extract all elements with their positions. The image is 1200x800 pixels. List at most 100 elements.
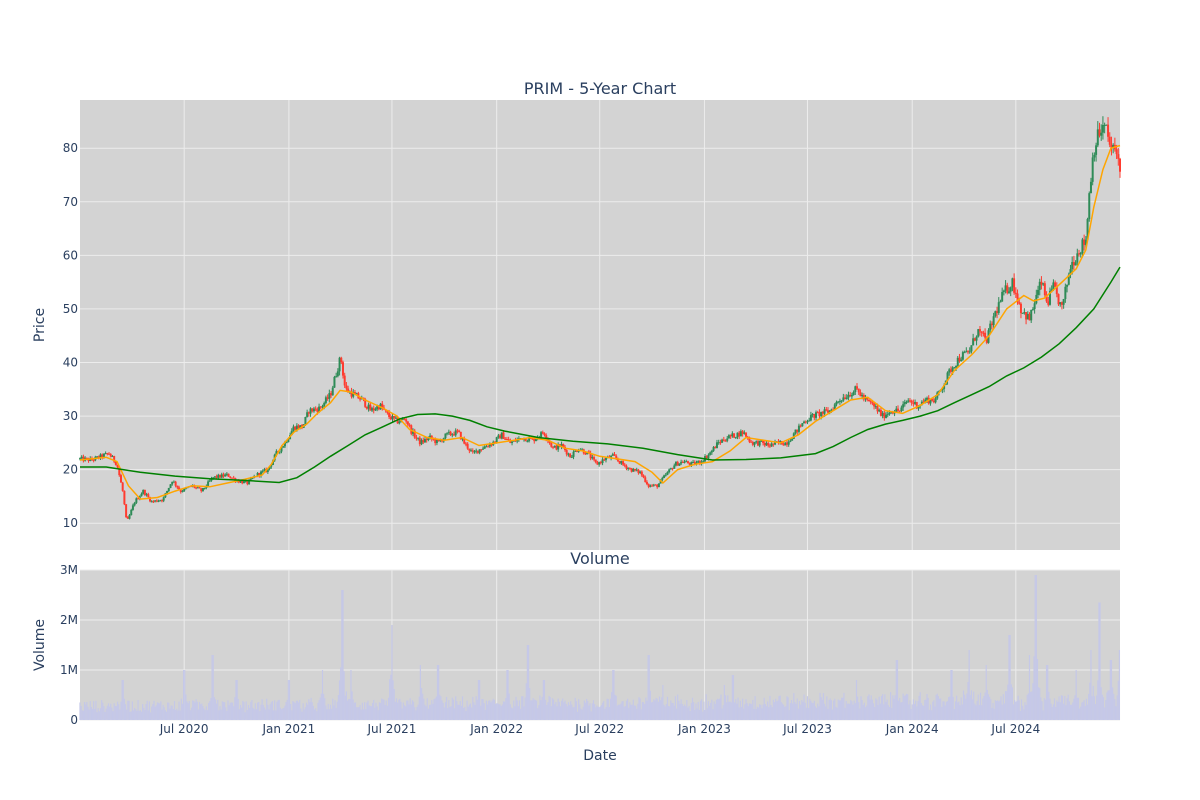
volume-bar xyxy=(502,701,505,720)
candle-body xyxy=(1001,291,1004,302)
candle-body xyxy=(738,432,741,437)
volume-bar xyxy=(913,703,916,720)
volume-bar xyxy=(162,704,164,720)
candle-body xyxy=(941,388,944,390)
volume-bar xyxy=(847,703,850,720)
volume-bar xyxy=(924,700,926,720)
candle-body xyxy=(451,434,454,436)
candle-body xyxy=(149,497,152,502)
volume-bar xyxy=(408,704,410,720)
candle-body xyxy=(804,421,807,423)
candle-body xyxy=(533,438,536,442)
candle-body xyxy=(499,435,502,439)
volume-bar xyxy=(385,700,387,720)
volume-bar xyxy=(205,706,207,720)
candle-body xyxy=(647,484,650,487)
volume-bar xyxy=(802,701,804,720)
volume-bar xyxy=(334,700,336,720)
volume-bar xyxy=(501,704,503,720)
volume-bar xyxy=(660,700,662,720)
candle-body xyxy=(340,357,343,363)
volume-bar xyxy=(949,696,951,720)
volume-bar xyxy=(345,691,348,720)
candle-body xyxy=(874,406,877,408)
candle-body xyxy=(347,388,350,393)
volume-bar xyxy=(978,704,980,720)
candle-body xyxy=(80,456,83,459)
candle-body xyxy=(389,416,392,420)
volume-bar xyxy=(235,680,237,720)
candle-body xyxy=(1048,290,1051,305)
volume-bar xyxy=(738,707,740,720)
candle-body xyxy=(756,441,759,446)
volume-bar xyxy=(386,705,388,720)
candle-body xyxy=(169,484,172,488)
volume-bar xyxy=(837,699,839,720)
volume-bar xyxy=(176,708,178,720)
candle-body xyxy=(591,457,594,459)
volume-bar xyxy=(632,699,634,720)
volume-bar xyxy=(325,705,327,720)
volume-bar xyxy=(1117,680,1119,720)
volume-bar xyxy=(1084,705,1086,720)
volume-bar xyxy=(101,700,103,720)
volume-bar xyxy=(747,706,749,720)
volume-bar xyxy=(562,698,564,720)
candle-body xyxy=(1098,129,1101,136)
candle-body xyxy=(201,488,204,492)
volume-bar xyxy=(103,706,105,720)
volume-bar xyxy=(550,706,552,720)
volume-bar xyxy=(402,702,404,720)
candle-body xyxy=(239,480,242,483)
candle-body xyxy=(697,461,700,463)
volume-bar xyxy=(1012,704,1015,720)
volume-bar xyxy=(596,705,598,720)
candle-body xyxy=(1037,289,1040,295)
volume-bar xyxy=(634,705,637,720)
volume-bar xyxy=(780,702,782,720)
volume-bar xyxy=(1107,690,1109,720)
volume-bar xyxy=(534,699,536,720)
volume-bar xyxy=(112,711,114,720)
volume-bar xyxy=(471,707,473,720)
candle-body xyxy=(1091,157,1094,182)
candle-body xyxy=(1050,289,1053,291)
candle-body xyxy=(847,394,850,398)
volume-bar xyxy=(368,705,370,720)
volume-bar xyxy=(973,691,975,720)
volume-bar xyxy=(905,693,908,720)
candle-body xyxy=(639,471,642,473)
volume-bar xyxy=(443,707,445,720)
candle-body xyxy=(475,450,478,452)
volume-bar xyxy=(258,701,260,720)
volume-bar xyxy=(1041,701,1043,720)
volume-bar xyxy=(271,701,274,720)
volume-bar xyxy=(868,694,870,720)
candle-body xyxy=(830,409,833,411)
volume-bar xyxy=(571,704,573,720)
candle-body xyxy=(386,410,389,413)
candle-body xyxy=(229,476,232,478)
candle-body xyxy=(333,376,336,388)
volume-bar xyxy=(381,698,383,720)
candle-body xyxy=(815,412,818,418)
volume-bar xyxy=(1074,695,1076,720)
candle-body xyxy=(953,367,956,369)
volume-bar xyxy=(152,704,154,720)
volume-bar xyxy=(994,700,996,720)
volume-bar xyxy=(1049,698,1051,720)
candle-body xyxy=(423,439,426,443)
volume-bar xyxy=(336,701,338,720)
candle-body xyxy=(1019,303,1022,314)
volume-bar xyxy=(500,705,502,720)
volume-bar xyxy=(934,706,936,720)
volume-bar xyxy=(87,706,89,720)
volume-bar xyxy=(338,680,341,720)
candle-body xyxy=(200,488,203,492)
volume-bar xyxy=(657,701,659,720)
candle-body xyxy=(459,431,462,440)
volume-bar xyxy=(849,703,851,720)
candle-body xyxy=(439,440,442,442)
volume-bar xyxy=(677,694,679,720)
candle-body xyxy=(290,430,293,436)
